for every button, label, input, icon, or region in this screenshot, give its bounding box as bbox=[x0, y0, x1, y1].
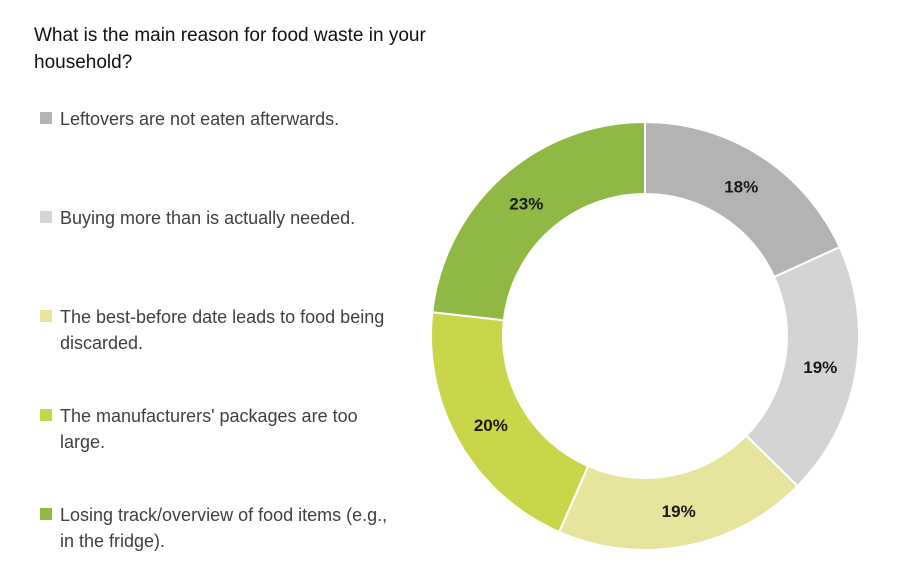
legend-label: Leftovers are not eaten afterwards. bbox=[60, 109, 340, 129]
legend-swatch bbox=[40, 211, 52, 223]
donut-slice bbox=[557, 434, 799, 551]
legend-label: Buying more than is actually needed. bbox=[60, 208, 356, 228]
legend-swatch bbox=[40, 508, 52, 520]
slice-value-label: 20% bbox=[474, 416, 508, 435]
donut-slice bbox=[431, 120, 646, 322]
legend-swatch bbox=[40, 310, 52, 322]
slice-value-label: 19% bbox=[803, 358, 837, 377]
slice-value-label: 19% bbox=[662, 502, 696, 521]
legend-swatch bbox=[40, 112, 52, 124]
legend-label: Losing track/overview of food items (e.g… bbox=[60, 505, 388, 551]
legend-label: The best-before date leads to food being… bbox=[60, 307, 385, 353]
donut-chart: 18% 19% 19% 20% 23% bbox=[430, 120, 860, 551]
chart-title: What is the main reason for food waste i… bbox=[34, 25, 426, 73]
legend-swatch bbox=[40, 409, 52, 421]
donut-slice bbox=[644, 120, 841, 279]
legend-label: The manufacturers' packages are too larg… bbox=[60, 406, 358, 452]
donut-slice bbox=[430, 311, 590, 534]
slice-value-label: 23% bbox=[509, 194, 543, 213]
slice-value-label: 18% bbox=[724, 177, 758, 196]
